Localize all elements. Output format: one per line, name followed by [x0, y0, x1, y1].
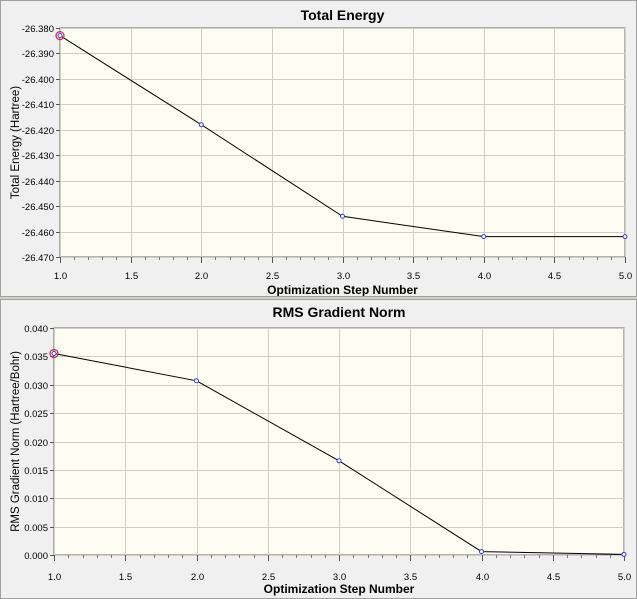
rms-gradient-norm-y-tick-label: 0.040 [24, 324, 48, 335]
rms-gradient-norm-y-tick-label: 0.015 [24, 466, 48, 477]
rms-gradient-norm-x-tick-label: 1.0 [48, 572, 61, 583]
total-energy-x-axis-label: Optimization Step Number [267, 283, 418, 296]
total-energy-x-tick-label: 5.0 [619, 271, 632, 282]
rms-gradient-norm-y-tick-label: 0.000 [24, 551, 48, 562]
rms-gradient-norm-x-tick-label: 4.5 [547, 572, 560, 583]
total-energy-x-tick-label: 3.0 [337, 271, 350, 282]
total-energy-x-tick-label: 1.0 [54, 271, 67, 282]
rms-gradient-norm-data-point [621, 551, 627, 557]
total-energy-x-tick-label: 1.5 [125, 271, 138, 282]
rms-gradient-norm-y-axis-label: RMS Gradient Norm (Hartree/Bohr) [10, 351, 22, 532]
rms-gradient-norm-y-tick-label: 0.035 [24, 352, 48, 363]
rms-gradient-norm-x-tick-label: 5.0 [618, 572, 631, 583]
rms-gradient-norm-data-point [479, 549, 484, 555]
rms-gradient-norm-x-tick-label: 3.5 [404, 572, 417, 583]
total-energy-y-tick-label: -26.450 [22, 202, 54, 213]
rms-gradient-norm-y-tick-label: 0.005 [24, 523, 48, 534]
rms-gradient-norm-data-point [194, 378, 199, 384]
rms-gradient-norm-data-point [336, 458, 342, 464]
total-energy-data-point [198, 122, 204, 128]
total-energy-y-tick-label: -26.380 [22, 24, 54, 35]
rms-gradient-norm-y-tick-label: 0.020 [24, 438, 48, 449]
total-energy-x-tick-label: 4.0 [478, 271, 491, 282]
rms-gradient-norm-x-axis-label: Optimization Step Number [264, 582, 415, 596]
rms-gradient-norm-y-tick-label: 0.010 [24, 494, 48, 505]
rms-gradient-norm-data-point [51, 351, 57, 357]
total-energy-y-tick-label: -26.410 [22, 100, 54, 111]
total-energy-plot-area [59, 27, 626, 258]
total-energy-y-tick-label: -26.470 [22, 253, 54, 264]
total-energy-selected-point-marker [55, 30, 65, 41]
rms-gradient-norm-selected-point-marker [49, 348, 59, 359]
rms-gradient-norm-x-tick-label: 4.0 [476, 572, 489, 583]
total-energy-y-tick-label: -26.390 [22, 49, 54, 60]
total-energy-y-tick-label: -26.400 [22, 75, 54, 86]
total-energy-y-tick-label: -26.440 [22, 177, 54, 188]
total-energy-y-axis-label: Total Energy (Hartree) [10, 86, 22, 199]
total-energy-y-tick-label: -26.460 [22, 228, 54, 239]
rms-gradient-norm-title: RMS Gradient Norm [272, 304, 405, 320]
total-energy-x-tick-label: 2.0 [195, 271, 208, 282]
total-energy-chart: Total Energy -26.380 -26.390 -26.400 -26.410… [10, 7, 632, 296]
rms-gradient-chart: RMS Gradient Norm 0.040 0.035 0.030 0.025 0.0… [10, 304, 631, 596]
total-energy-chart-panel: Total Energy -26.380 -26.390 -26.400 -26.410… [0, 0, 637, 297]
rms-gradient-norm-x-tick-label: 2.5 [262, 572, 275, 583]
total-energy-y-tick-label: -26.430 [22, 151, 54, 162]
rms-gradient-chart-panel: RMS Gradient Norm 0.040 0.035 0.030 0.025 0.0… [0, 299, 637, 599]
total-energy-data-point [481, 234, 487, 240]
rms-gradient-norm-y-tick-label: 0.030 [24, 381, 48, 392]
total-energy-y-tick-label: -26.420 [22, 126, 54, 137]
total-energy-x-tick-label: 4.5 [548, 271, 561, 282]
total-energy-x-tick-label: 3.5 [407, 271, 420, 282]
total-energy-data-point [622, 234, 628, 240]
rms-gradient-norm-x-tick-label: 1.5 [119, 572, 132, 583]
total-energy-title: Total Energy [301, 7, 385, 23]
rms-gradient-norm-x-tick-label: 3.0 [333, 572, 346, 583]
total-energy-data-point [340, 213, 345, 219]
rms-gradient-norm-x-tick-label: 2.0 [191, 572, 204, 583]
rms-gradient-norm-y-tick-label: 0.025 [24, 409, 48, 420]
total-energy-x-tick-label: 2.5 [266, 271, 279, 282]
total-energy-data-point [57, 33, 63, 39]
